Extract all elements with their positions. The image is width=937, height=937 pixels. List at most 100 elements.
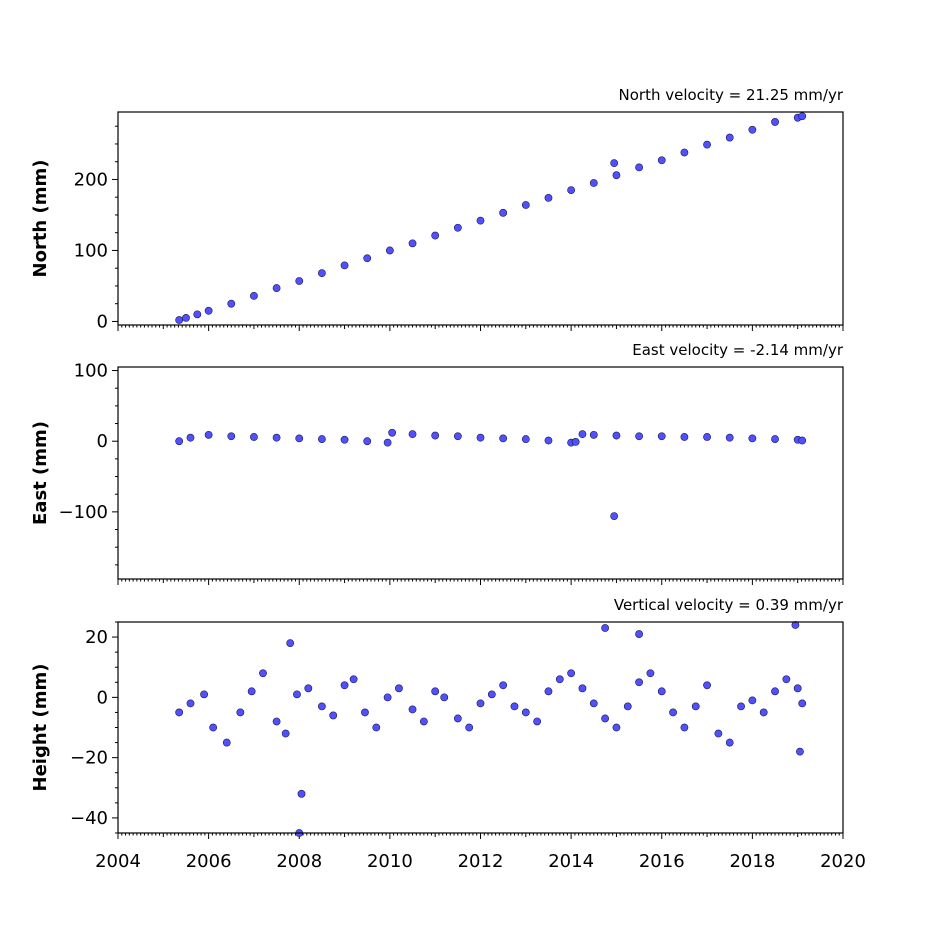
- data-point: [510, 702, 519, 711]
- data-points: [175, 428, 807, 521]
- data-point: [408, 239, 417, 248]
- data-point: [175, 437, 184, 446]
- data-point: [395, 684, 403, 693]
- data-point: [431, 687, 440, 696]
- y-tick-label: 100: [74, 240, 108, 261]
- data-point: [383, 693, 392, 702]
- panel-1: North velocity = 21.25 mm/yr North (mm) 0 1…: [30, 86, 844, 332]
- data-point: [272, 717, 281, 726]
- panel-2: East velocity = -2.14 mm/yr East (mm) −100…: [30, 341, 844, 585]
- x-tick-label: 2006: [186, 851, 232, 872]
- data-point: [297, 789, 306, 798]
- data-point: [798, 699, 807, 708]
- data-point: [453, 223, 462, 232]
- data-point: [521, 201, 530, 209]
- data-point: [748, 125, 757, 134]
- data-point: [499, 681, 508, 690]
- data-point: [385, 246, 394, 255]
- data-point: [361, 708, 369, 717]
- data-point: [293, 690, 301, 699]
- data-point: [578, 430, 587, 439]
- data-point: [589, 179, 598, 187]
- y-tick-label: 0: [97, 687, 108, 708]
- data-point: [487, 690, 496, 699]
- data-point: [408, 430, 417, 439]
- data-point: [635, 630, 643, 638]
- data-point: [657, 687, 666, 696]
- data-point: [227, 432, 236, 441]
- y-axis-label: Height (mm): [30, 664, 51, 792]
- y-tick-label: 0: [97, 311, 108, 332]
- data-point: [200, 690, 208, 699]
- data-point: [610, 512, 619, 521]
- data-point: [193, 310, 202, 319]
- data-point: [782, 675, 791, 684]
- data-point: [578, 684, 587, 693]
- data-point: [259, 669, 267, 678]
- panel-frame: [117, 366, 844, 580]
- data-point: [798, 436, 807, 445]
- data-point: [703, 433, 711, 441]
- data-point: [669, 708, 677, 717]
- y-tick-label: 100: [74, 361, 108, 382]
- data-point: [329, 711, 338, 720]
- data-point: [222, 738, 231, 747]
- data-point: [571, 438, 580, 446]
- data-point: [419, 717, 428, 726]
- data-point: [318, 435, 326, 443]
- data-point: [771, 687, 779, 696]
- data-point: [601, 624, 610, 632]
- data-point: [175, 708, 184, 717]
- panel-3: Vertical velocity = 0.39 mm/yr Height (mm…: [30, 596, 866, 872]
- data-point: [703, 140, 711, 149]
- x-tick-label: 2020: [820, 851, 866, 872]
- data-point: [476, 216, 485, 225]
- data-point: [388, 428, 397, 437]
- data-points: [175, 112, 807, 324]
- data-point: [476, 433, 485, 442]
- data-point: [635, 163, 643, 172]
- x-tick-label: 2008: [276, 851, 322, 872]
- data-point: [714, 729, 723, 738]
- y-tick-label: 0: [97, 431, 108, 452]
- x-tick-label: 2018: [729, 851, 775, 872]
- data-point: [295, 434, 304, 443]
- y-axis-label: North (mm): [30, 160, 51, 278]
- data-point: [657, 156, 666, 165]
- data-point: [186, 699, 195, 708]
- data-point: [612, 171, 621, 180]
- data-point: [748, 434, 757, 443]
- data-point: [737, 702, 745, 711]
- data-point: [440, 693, 449, 702]
- data-point: [318, 702, 326, 711]
- data-point: [771, 118, 779, 126]
- panel-frame: [117, 111, 844, 326]
- data-point: [612, 431, 621, 440]
- data-point: [748, 696, 757, 705]
- data-point: [793, 684, 802, 693]
- data-point: [186, 433, 195, 442]
- data-point: [623, 702, 632, 711]
- data-point: [771, 435, 779, 443]
- data-point: [499, 434, 508, 443]
- data-point: [646, 669, 655, 678]
- data-point: [340, 435, 349, 444]
- data-point: [610, 159, 619, 168]
- data-point: [544, 687, 553, 696]
- data-point: [544, 436, 553, 445]
- data-point: [431, 431, 440, 440]
- data-point: [567, 669, 576, 678]
- data-point: [383, 438, 392, 447]
- data-point: [589, 430, 598, 439]
- data-point: [555, 675, 564, 684]
- y-tick-label: −20: [70, 748, 108, 769]
- data-points: [175, 621, 807, 837]
- data-point: [247, 687, 256, 696]
- x-tick-label: 2014: [548, 851, 594, 872]
- x-tick-label: 2010: [367, 851, 413, 872]
- y-axis-label: East (mm): [30, 421, 51, 525]
- y-tick-label: 20: [85, 627, 108, 648]
- data-point: [533, 717, 542, 726]
- data-point: [236, 708, 245, 717]
